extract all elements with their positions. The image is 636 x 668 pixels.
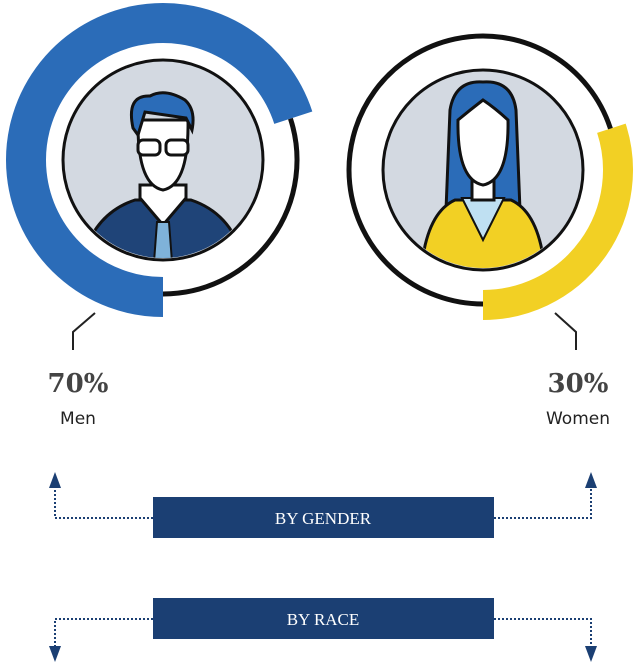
woman-portrait xyxy=(376,63,590,290)
race-button[interactable]: BY RACE xyxy=(153,598,494,639)
dotted-connector xyxy=(55,619,153,648)
button-label[interactable]: BY GENDER xyxy=(275,509,372,528)
dotted-connector xyxy=(494,485,591,518)
man-portrait xyxy=(56,53,270,270)
gender-button[interactable]: BY GENDER xyxy=(153,497,494,538)
dotted-connector xyxy=(55,485,153,518)
leader-line xyxy=(555,313,576,350)
percent-label: 70% xyxy=(48,369,109,399)
arrow-down xyxy=(585,646,597,662)
leader-line xyxy=(73,313,95,350)
arrow-down xyxy=(49,646,61,662)
page: 70% Men 30% Women BY GENDER BY RACE (() … xyxy=(0,0,636,668)
arrow-up xyxy=(585,472,597,488)
arrow-up xyxy=(49,472,61,488)
dotted-connector xyxy=(494,619,591,648)
category-label: Men xyxy=(60,409,96,429)
percent-label: 30% xyxy=(548,369,609,399)
infographic: 70% Men 30% Women BY GENDER BY RACE xyxy=(0,0,636,668)
button-label[interactable]: BY RACE xyxy=(287,610,360,629)
category-label: Women xyxy=(546,409,610,429)
